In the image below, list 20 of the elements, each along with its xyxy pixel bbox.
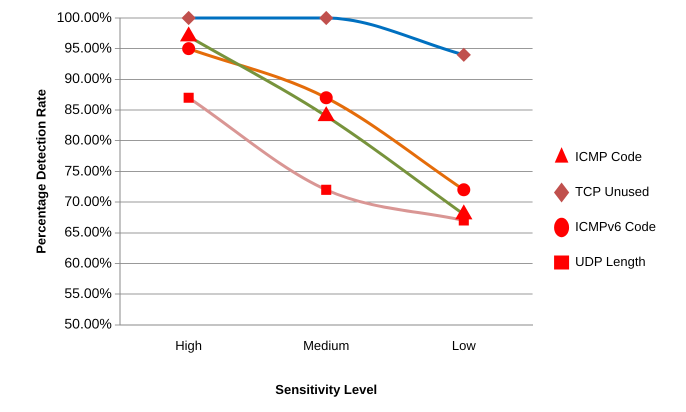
x-tick-label: Low (452, 338, 476, 354)
y-tick-label: 80.00% (64, 132, 112, 148)
legend-label: ICMPv6 Code (575, 219, 656, 234)
y-tick-label: 70.00% (64, 192, 112, 209)
y-tick-label: 90.00% (64, 70, 112, 86)
y-tick-label: 55.00% (64, 284, 112, 301)
x-axis-title: Sensitivity Level (275, 382, 378, 397)
y-tick-label: 100.00% (56, 8, 112, 25)
legend-label: ICMP Code (575, 149, 642, 164)
y-tick-label: 50.00% (64, 316, 112, 332)
y-tick-label: 60.00% (64, 254, 112, 270)
y-tick-label: 65.00% (64, 224, 112, 240)
legend-label: UDP Length (575, 254, 646, 270)
y-tick-label: 95.00% (64, 40, 112, 56)
x-tick-label: Medium (303, 338, 350, 354)
y-tick-label: 85.00% (64, 100, 112, 117)
y-tick-label: 75.00% (64, 162, 112, 178)
x-tick-label: High (175, 338, 202, 354)
y-axis-title: Percentage Detection Rate (33, 89, 48, 254)
legend-label: TCP Unused (575, 184, 650, 200)
